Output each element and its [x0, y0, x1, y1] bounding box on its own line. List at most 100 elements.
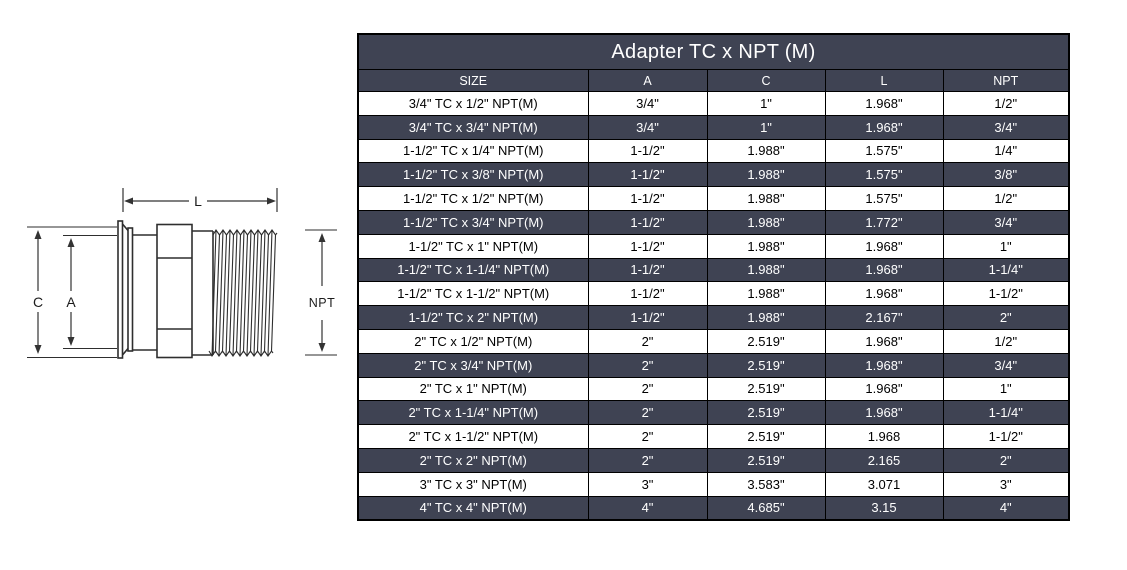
cell-l: 2.167" [824, 305, 944, 330]
dim-label-l: L [194, 193, 202, 209]
cell-size: 1-1/2" TC x 3/4" NPT(M) [357, 209, 589, 235]
cell-a: 1-1/2" [587, 162, 708, 188]
table-row: 3/4" TC x 3/4" NPT(M) 3/4" 1" 1.968" 3/4" [357, 114, 1070, 140]
cell-size: 3/4" TC x 1/2" NPT(M) [357, 91, 589, 116]
cell-l: 1.772" [824, 209, 944, 235]
cell-c: 2.519" [706, 400, 826, 426]
cell-npt: 1" [942, 233, 1070, 259]
table-title-row: Adapter TC x NPT (M) [357, 33, 1070, 70]
cell-c: 4.685" [706, 495, 826, 521]
cell-npt: 1/2" [942, 91, 1070, 116]
cell-npt: 1-1/4" [942, 400, 1070, 426]
cell-a: 2" [587, 400, 708, 426]
cell-npt: 1/2" [942, 186, 1070, 211]
dim-label-c: C [33, 294, 43, 310]
cell-c: 1.988" [706, 138, 826, 164]
col-header-size: SIZE [357, 69, 589, 92]
cell-npt: 1-1/4" [942, 257, 1070, 283]
cell-c: 1.988" [706, 305, 826, 330]
adapter-technical-drawing: L C A [27, 188, 337, 359]
cell-a: 1-1/2" [587, 257, 708, 283]
cell-c: 2.519" [706, 352, 826, 378]
cell-l: 2.165 [824, 447, 944, 473]
cell-c: 2.519" [706, 376, 826, 402]
cell-a: 2" [587, 328, 708, 354]
cell-size: 1-1/2" TC x 2" NPT(M) [357, 305, 589, 330]
adapter-body-outline [117, 220, 214, 359]
cell-c: 1.988" [706, 281, 826, 307]
cell-npt: 3/8" [942, 162, 1070, 188]
cell-a: 2" [587, 447, 708, 473]
table-row: 1-1/2" TC x 3/8" NPT(M) 1-1/2" 1.988" 1.575… [357, 162, 1070, 188]
table-row: 1-1/2" TC x 1-1/2" NPT(M) 1-1/2" 1.988" 1.9… [357, 281, 1070, 307]
table-row: 2" TC x 1-1/2" NPT(M) 2" 2.519" 1.968 1-1/2" [357, 424, 1070, 449]
cell-l: 1.968" [824, 281, 944, 307]
cell-npt: 1-1/2" [942, 281, 1070, 307]
cell-a: 1-1/2" [587, 233, 708, 259]
col-header-c: C [706, 69, 826, 92]
cell-a: 1-1/2" [587, 305, 708, 330]
cell-npt: 2" [942, 305, 1070, 330]
cell-l: 1.968" [824, 233, 944, 259]
cell-c: 1" [706, 114, 826, 140]
cell-size: 2" TC x 1/2" NPT(M) [357, 328, 589, 354]
cell-size: 2" TC x 1-1/4" NPT(M) [357, 400, 589, 426]
dim-label-a: A [66, 294, 76, 310]
cell-l: 1.968 [824, 424, 944, 449]
spec-table: Adapter TC x NPT (M) SIZE A C L NPT 3/4"… [357, 33, 1071, 522]
cell-size: 3" TC x 3" NPT(M) [357, 471, 589, 497]
table-row: 2" TC x 1" NPT(M) 2" 2.519" 1.968" 1" [357, 376, 1070, 402]
cell-a: 1-1/2" [587, 209, 708, 235]
cell-l: 3.071 [824, 471, 944, 497]
cell-size: 2" TC x 3/4" NPT(M) [357, 352, 589, 378]
dim-label-npt: NPT [309, 296, 336, 310]
cell-npt: 1" [942, 376, 1070, 402]
cell-l: 1.968" [824, 400, 944, 426]
cell-a: 3/4" [587, 114, 708, 140]
cell-c: 2.519" [706, 328, 826, 354]
cell-a: 1-1/2" [587, 186, 708, 211]
col-header-a: A [587, 69, 708, 92]
cell-c: 1.988" [706, 186, 826, 211]
dimension-c: C [27, 226, 117, 359]
cell-c: 1.988" [706, 162, 826, 188]
col-header-npt: NPT [942, 69, 1070, 92]
cell-size: 3/4" TC x 3/4" NPT(M) [357, 114, 589, 140]
cell-a: 4" [587, 495, 708, 521]
cell-npt: 1/2" [942, 328, 1070, 354]
cell-size: 1-1/2" TC x 1" NPT(M) [357, 233, 589, 259]
cell-c: 1" [706, 91, 826, 116]
cell-a: 1-1/2" [587, 138, 708, 164]
cell-l: 1.968" [824, 91, 944, 116]
cell-size: 2" TC x 2" NPT(M) [357, 447, 589, 473]
cell-size: 2" TC x 1" NPT(M) [357, 376, 589, 402]
cell-c: 2.519" [706, 424, 826, 449]
table-row: 2" TC x 1-1/4" NPT(M) 2" 2.519" 1.968" 1-1/4… [357, 400, 1070, 426]
cell-a: 2" [587, 424, 708, 449]
table-title: Adapter TC x NPT (M) [357, 33, 1070, 70]
cell-npt: 3/4" [942, 114, 1070, 140]
table-row: 1-1/2" TC x 1/2" NPT(M) 1-1/2" 1.988" 1.575… [357, 186, 1070, 211]
cell-l: 1.968" [824, 376, 944, 402]
table-row: 3" TC x 3" NPT(M) 3" 3.583" 3.071 3" [357, 471, 1070, 497]
cell-npt: 1/4" [942, 138, 1070, 164]
cell-size: 1-1/2" TC x 1-1/2" NPT(M) [357, 281, 589, 307]
cell-c: 1.988" [706, 233, 826, 259]
cell-size: 1-1/2" TC x 1-1/4" NPT(M) [357, 257, 589, 283]
col-header-l: L [824, 69, 944, 92]
cell-c: 1.988" [706, 257, 826, 283]
table-row: 2" TC x 3/4" NPT(M) 2" 2.519" 1.968" 3/4" [357, 352, 1070, 378]
table-row: 1-1/2" TC x 2" NPT(M) 1-1/2" 1.988" 2.167" 2… [357, 305, 1070, 330]
cell-size: 4" TC x 4" NPT(M) [357, 495, 589, 521]
cell-l: 3.15 [824, 495, 944, 521]
column-header-row: SIZE A C L NPT [357, 69, 1070, 92]
dimension-l: L [122, 188, 278, 212]
table-row: 4" TC x 4" NPT(M) 4" 4.685" 3.15 4" [357, 495, 1070, 521]
table-row: 1-1/2" TC x 1" NPT(M) 1-1/2" 1.988" 1.968" 1… [357, 233, 1070, 259]
table-row: 2" TC x 2" NPT(M) 2" 2.519" 2.165 2" [357, 447, 1070, 473]
cell-l: 1.968" [824, 114, 944, 140]
cell-a: 2" [587, 352, 708, 378]
table-row: 1-1/2" TC x 1/4" NPT(M) 1-1/2" 1.988" 1.575… [357, 138, 1070, 164]
cell-c: 3.583" [706, 471, 826, 497]
